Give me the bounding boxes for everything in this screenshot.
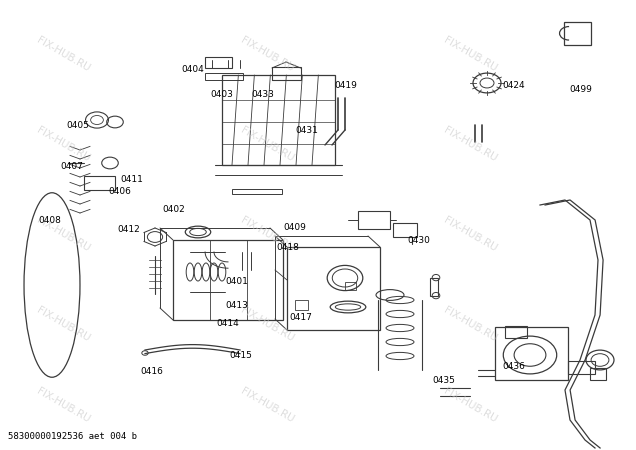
Bar xyxy=(393,223,417,237)
Text: FIX-HUB.RU: FIX-HUB.RU xyxy=(442,215,499,253)
Text: FIX-HUB.RU: FIX-HUB.RU xyxy=(35,35,92,73)
Text: FIX-HUB.RU: FIX-HUB.RU xyxy=(35,305,92,343)
Text: 58300000192536 aet 004 b: 58300000192536 aet 004 b xyxy=(8,432,137,441)
Bar xyxy=(505,326,527,338)
Text: 0414: 0414 xyxy=(216,320,239,328)
Bar xyxy=(358,211,390,229)
Text: 0404: 0404 xyxy=(181,65,204,74)
Text: 0430: 0430 xyxy=(407,236,430,245)
Text: 0402: 0402 xyxy=(162,205,185,214)
Text: 0407: 0407 xyxy=(60,162,83,171)
Text: 0417: 0417 xyxy=(289,313,312,322)
Text: 0431: 0431 xyxy=(296,126,319,135)
Text: FIX-HUB.RU: FIX-HUB.RU xyxy=(35,125,92,163)
Bar xyxy=(205,73,243,80)
Bar xyxy=(205,57,232,68)
Text: FIX-HUB.RU: FIX-HUB.RU xyxy=(442,386,499,424)
Text: FIX-HUB.RU: FIX-HUB.RU xyxy=(442,125,499,163)
Text: FIX-HUB.RU: FIX-HUB.RU xyxy=(238,386,296,424)
Bar xyxy=(173,240,283,320)
Text: 0416: 0416 xyxy=(140,367,163,376)
Text: FIX-HUB.RU: FIX-HUB.RU xyxy=(238,215,296,253)
Text: 0405: 0405 xyxy=(67,122,90,130)
Text: 0415: 0415 xyxy=(229,351,252,360)
Text: 0418: 0418 xyxy=(277,243,300,252)
Text: 0411: 0411 xyxy=(121,176,144,184)
Text: 0409: 0409 xyxy=(283,223,306,232)
Text: 0419: 0419 xyxy=(334,81,357,90)
Bar xyxy=(222,75,335,165)
Text: 0408: 0408 xyxy=(38,216,61,225)
Text: FIX-HUB.RU: FIX-HUB.RU xyxy=(35,386,92,424)
Text: 0433: 0433 xyxy=(251,90,274,99)
Text: FIX-HUB.RU: FIX-HUB.RU xyxy=(35,215,92,253)
Text: FIX-HUB.RU: FIX-HUB.RU xyxy=(238,35,296,73)
Bar xyxy=(287,247,380,330)
Bar xyxy=(568,361,595,374)
Bar xyxy=(564,22,591,45)
Text: 0406: 0406 xyxy=(108,187,131,196)
Text: FIX-HUB.RU: FIX-HUB.RU xyxy=(442,35,499,73)
Text: FIX-HUB.RU: FIX-HUB.RU xyxy=(238,305,296,343)
Bar xyxy=(430,278,438,296)
Text: FIX-HUB.RU: FIX-HUB.RU xyxy=(238,125,296,163)
Text: FIX-HUB.RU: FIX-HUB.RU xyxy=(442,305,499,343)
Text: 0435: 0435 xyxy=(432,376,455,385)
Bar xyxy=(295,300,308,310)
Bar xyxy=(232,189,282,194)
Bar xyxy=(495,327,568,380)
Bar xyxy=(345,282,356,290)
Text: 0412: 0412 xyxy=(118,225,141,234)
Text: 0401: 0401 xyxy=(226,277,249,286)
Bar xyxy=(84,176,114,189)
Text: 0499: 0499 xyxy=(569,86,592,94)
Bar xyxy=(272,68,301,80)
Text: 0424: 0424 xyxy=(502,81,525,90)
Text: 0403: 0403 xyxy=(210,90,233,99)
Bar xyxy=(590,368,606,380)
Text: 0413: 0413 xyxy=(226,302,249,310)
Text: 0436: 0436 xyxy=(502,362,525,371)
